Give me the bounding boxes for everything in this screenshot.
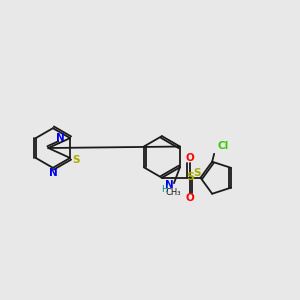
Text: N: N (49, 168, 57, 178)
Text: CH₃: CH₃ (165, 188, 181, 197)
Text: N: N (165, 180, 174, 190)
Text: Cl: Cl (218, 141, 229, 151)
Text: O: O (185, 153, 194, 163)
Text: O: O (185, 193, 194, 202)
Text: N: N (56, 133, 64, 143)
Text: S: S (72, 155, 80, 165)
Text: S: S (193, 168, 200, 178)
Text: S: S (187, 172, 195, 182)
Text: H: H (161, 185, 168, 194)
